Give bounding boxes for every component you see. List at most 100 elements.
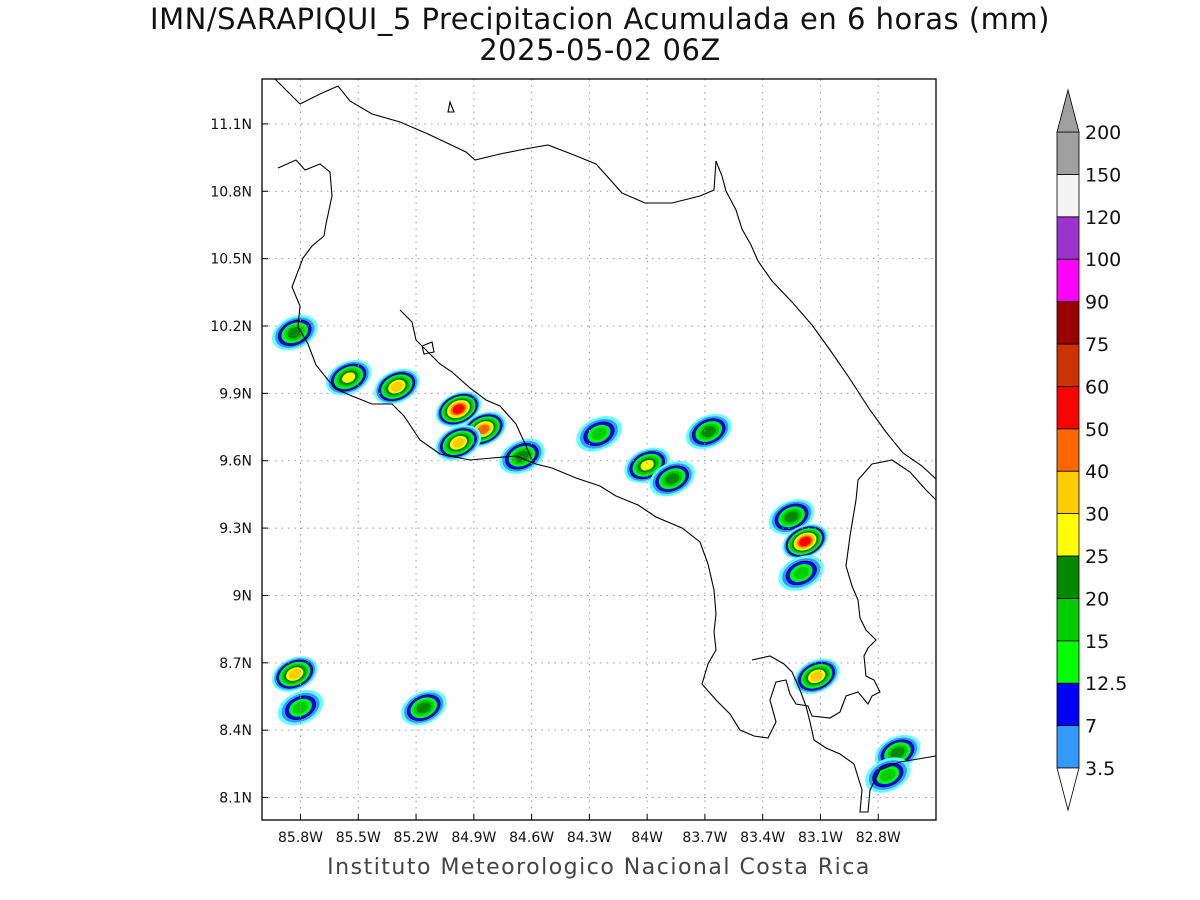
map-title: IMN/SARAPIQUI_5 Precipitacion Acumulada …: [150, 2, 1050, 36]
colorbar-legend: 3.5 7 12.5 15 20 25 30 40 50 60 75 90 100 120 150 200: [1056, 88, 1127, 812]
rain-contour: [591, 427, 607, 440]
rain-cell-jaco: [499, 438, 545, 474]
rain-contour: [810, 671, 823, 682]
rain-cell-quepos: [624, 447, 670, 483]
rain-cell-golfito: [793, 658, 840, 694]
rain-cell-nicoya-east: [374, 368, 420, 405]
rain-contour: [390, 381, 404, 392]
coastline-north: [274, 79, 936, 480]
rain-contour: [701, 425, 716, 438]
colorbar-box: [1056, 682, 1080, 727]
rain-cell-nicoya-north: [271, 315, 318, 351]
lon-tick-label: 83.1W: [798, 830, 843, 846]
lat-tick-label: 9.3N: [219, 521, 252, 537]
lon-tick-label: 84.6W: [509, 830, 554, 846]
colorbar-box: [1056, 385, 1080, 430]
colorbar-max-arrow: [1056, 88, 1080, 133]
colorbar-box: [1056, 216, 1080, 260]
colorbar-box: [1056, 131, 1080, 175]
colorbar-label: 90: [1085, 292, 1109, 314]
lon-tick-label: 85.5W: [336, 830, 381, 846]
rain-cell-osa-south: [778, 555, 824, 591]
colorbar-label: 12.5: [1085, 673, 1127, 695]
colorbar-box: [1056, 343, 1080, 387]
rain-cell-quepos-west: [576, 416, 622, 452]
precipitation-layer: [271, 315, 921, 793]
rain-cell-sea-west-2: [277, 690, 324, 726]
rain-contour: [477, 424, 490, 435]
rain-contour: [292, 701, 309, 714]
map-datetime: 2025-05-02 06Z: [479, 33, 721, 67]
lon-tick-label: 84.3W: [567, 830, 612, 846]
lat-tick-label: 10.8N: [210, 184, 252, 200]
lat-tick-label: 9N: [233, 588, 252, 604]
rain-cell-sea-mid: [400, 690, 447, 726]
lon-tick-label: 84.9W: [451, 830, 496, 846]
rain-contour: [416, 702, 431, 714]
rain-cell-sea-west: [271, 656, 318, 692]
colorbar-label: 20: [1085, 588, 1109, 610]
rain-contour: [799, 536, 811, 547]
rain-cell-gulf-center: [435, 391, 482, 427]
rain-contour: [890, 747, 905, 759]
colorbar-box: [1056, 513, 1080, 557]
colorbar-box: [1056, 598, 1080, 642]
rain-contour: [640, 459, 654, 471]
island: [421, 341, 435, 355]
rain-contour: [287, 327, 302, 339]
lon-tick-label: 85.2W: [394, 830, 439, 846]
lon-tick-label: 84W: [631, 830, 663, 846]
colorbar-box: [1056, 258, 1080, 303]
institution-credit: Instituto Meteorologico Nacional Costa R…: [327, 855, 871, 880]
lat-tick-label: 8.7N: [219, 656, 252, 672]
colorbar-label: 120: [1085, 207, 1121, 229]
colorbar-box: [1056, 725, 1080, 769]
colorbar-label: 100: [1085, 249, 1121, 271]
colorbar-label: 25: [1085, 546, 1109, 568]
rain-cell-dominical: [685, 413, 732, 450]
colorbar-label: 15: [1085, 631, 1109, 653]
island: [447, 100, 455, 113]
colorbar-box: [1056, 428, 1080, 472]
rain-contour: [288, 669, 301, 680]
lat-tick-label: 9.9N: [219, 386, 252, 402]
colorbar-box: [1056, 555, 1080, 599]
rain-cell-burica-south: [865, 757, 911, 793]
rain-contour: [793, 566, 809, 580]
colorbar-label: 75: [1085, 334, 1109, 356]
rain-contour: [452, 437, 465, 448]
rain-contour: [342, 372, 356, 383]
rain-cell-nicoya-ridge: [325, 359, 372, 396]
colorbar-label: 3.5: [1085, 758, 1115, 780]
colorbar-box: [1056, 470, 1080, 515]
lat-tick-label: 9.6N: [219, 454, 252, 470]
coastline-gulf-nicoya: [399, 309, 533, 461]
rain-contour: [784, 511, 799, 523]
colorbar-label: 50: [1085, 419, 1109, 441]
rain-cell-osa-north: [768, 499, 815, 535]
axis-labels: 85.8W 85.5W 85.2W 84.9W 84.6W 84.3W 84W 83.7W 83…: [210, 117, 901, 846]
colorbar-label: 200: [1085, 122, 1121, 144]
lon-tick-label: 85.8W: [278, 830, 323, 846]
colorbar-label: 7: [1085, 716, 1097, 738]
colorbar-box: [1056, 640, 1080, 684]
rain-contour: [452, 404, 465, 414]
coastline-gulf-papagayo: [277, 159, 936, 739]
colorbar-min-arrow: [1056, 767, 1080, 812]
lat-tick-label: 10.2N: [210, 319, 252, 335]
rain-cell-osa-core: [782, 523, 828, 560]
lat-tick-label: 8.1N: [219, 791, 252, 807]
rain-cell-gulf-west: [435, 425, 482, 461]
lon-tick-label: 83.4W: [740, 830, 785, 846]
colorbar-label: 30: [1085, 504, 1109, 526]
colorbar-box: [1056, 173, 1080, 218]
colorbar-label: 40: [1085, 461, 1109, 483]
colorbar-label: 60: [1085, 376, 1109, 398]
lon-tick-label: 83.7W: [682, 830, 727, 846]
graticule: [262, 79, 936, 820]
coastline-panama: [751, 655, 936, 813]
colorbar-box: [1056, 301, 1080, 345]
rain-contour: [514, 450, 529, 462]
coastline-layer: [274, 79, 936, 813]
